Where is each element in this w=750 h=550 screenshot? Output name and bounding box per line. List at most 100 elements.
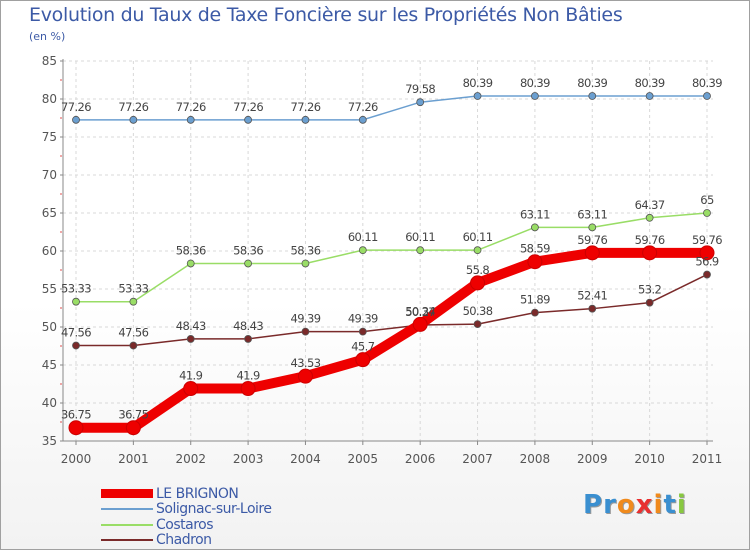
data-point-costaros bbox=[244, 259, 252, 268]
data-point-chadron bbox=[72, 341, 80, 350]
legend-item-solignac-sur-loire: Solignac-sur-Loire bbox=[101, 501, 272, 518]
logo-letter: o bbox=[616, 490, 636, 520]
axes: 35 40 45 50 55 60 65 70 75 80 85 2000 2001 2002 2003 20… bbox=[42, 54, 723, 466]
x-tick-label: 2002 bbox=[175, 452, 206, 466]
chart-title: Evolution du Taux de Taxe Foncière sur l… bbox=[29, 4, 623, 26]
legend-label: Solignac-sur-Loire bbox=[156, 501, 272, 518]
x-tick-label: 2000 bbox=[61, 452, 92, 466]
y-tick-label: 75 bbox=[42, 130, 57, 144]
data-point-chadron bbox=[703, 270, 711, 279]
x-tick-label: 2011 bbox=[692, 452, 723, 466]
data-label-costaros: 63.11 bbox=[520, 207, 550, 221]
data-point-solignac-sur-loire bbox=[186, 115, 195, 124]
y-tick-label: 50 bbox=[42, 320, 57, 334]
data-point-solignac-sur-loire bbox=[703, 92, 711, 100]
data-point-costaros bbox=[588, 223, 597, 232]
legend-label: LE BRIGNON bbox=[156, 485, 239, 502]
legend-swatch-le-brignon bbox=[101, 489, 153, 499]
data-point-costaros bbox=[301, 259, 310, 268]
x-tick-label: 2003 bbox=[233, 452, 264, 466]
logo-letter: P bbox=[583, 490, 604, 520]
data-point-chadron bbox=[129, 341, 138, 350]
data-label-costaros: 63.11 bbox=[577, 207, 607, 221]
y-tick-label: 40 bbox=[42, 396, 57, 410]
x-tick-label: 2005 bbox=[348, 452, 379, 466]
data-point-chadron bbox=[358, 327, 367, 336]
data-label-le-brignon: 36.75 bbox=[61, 408, 91, 422]
x-tick-label: 2008 bbox=[520, 452, 551, 466]
data-label-costaros: 64.37 bbox=[635, 198, 665, 212]
data-point-le-brignon bbox=[642, 245, 658, 261]
data-point-chadron bbox=[186, 335, 195, 343]
data-point-le-brignon bbox=[297, 368, 313, 384]
data-point-chadron bbox=[588, 304, 597, 313]
data-label-solignac-sur-loire: 77.26 bbox=[348, 100, 378, 114]
y-tick-label: 80 bbox=[42, 92, 57, 106]
legend-swatch-solignac bbox=[101, 508, 153, 511]
y-tick-label: 85 bbox=[42, 54, 57, 68]
data-point-solignac-sur-loire bbox=[645, 92, 654, 100]
data-point-solignac-sur-loire bbox=[301, 115, 310, 124]
data-point-solignac-sur-loire bbox=[244, 115, 252, 124]
data-label-le-brignon: 43.53 bbox=[290, 356, 320, 370]
data-label-costaros: 60.11 bbox=[348, 230, 378, 244]
data-label-chadron: 53.2 bbox=[638, 283, 661, 297]
data-point-costaros bbox=[358, 246, 367, 255]
data-point-le-brignon bbox=[68, 420, 84, 436]
x-tick-label: 2007 bbox=[462, 452, 493, 466]
x-tick-label: 2009 bbox=[577, 452, 608, 466]
legend-label: Costaros bbox=[156, 516, 214, 533]
logo-letter: r bbox=[603, 490, 617, 520]
y-tick-label: 55 bbox=[42, 282, 57, 296]
data-point-costaros bbox=[72, 297, 80, 306]
legend-label: Chadron bbox=[156, 532, 212, 549]
legend-item-le-brignon: LE BRIGNON bbox=[101, 486, 271, 502]
data-point-solignac-sur-loire bbox=[473, 92, 482, 100]
data-label-costaros: 60.11 bbox=[405, 230, 435, 244]
data-label-costaros: 53.33 bbox=[61, 282, 91, 296]
data-label-le-brignon: 41.9 bbox=[236, 369, 259, 383]
data-label-solignac-sur-loire: 80.39 bbox=[520, 76, 550, 90]
logo-letter: t bbox=[663, 490, 677, 520]
data-point-le-brignon bbox=[355, 352, 371, 368]
data-label-solignac-sur-loire: 77.26 bbox=[233, 100, 263, 114]
proxiti-logo: Proxiti bbox=[583, 490, 687, 520]
legend: LE BRIGNON Solignac-sur-Loire Costaros C… bbox=[101, 486, 272, 549]
data-point-chadron bbox=[244, 335, 252, 343]
data-label-le-brignon: 59.76 bbox=[635, 233, 665, 247]
data-label-solignac-sur-loire: 79.58 bbox=[405, 82, 435, 96]
data-label-solignac-sur-loire: 80.39 bbox=[635, 76, 665, 90]
data-label-le-brignon: 41.9 bbox=[179, 369, 202, 383]
data-label-chadron: 51.89 bbox=[520, 293, 550, 307]
chart-subtitle: (en %) bbox=[29, 30, 66, 43]
data-label-costaros: 58.36 bbox=[176, 243, 206, 257]
data-labels: 36.75 36.75 41.9 41.9 43.53 45.7 50.34 55.8 58.5… bbox=[61, 76, 723, 422]
x-tick-label: 2004 bbox=[290, 452, 321, 466]
legend-swatch-chadron bbox=[101, 539, 153, 542]
x-tick-label: 2010 bbox=[634, 452, 665, 466]
legend-item-costaros: Costaros bbox=[101, 517, 271, 533]
data-label-le-brignon: 55.8 bbox=[466, 263, 489, 277]
data-label-solignac-sur-loire: 80.39 bbox=[463, 76, 493, 90]
data-point-chadron bbox=[473, 320, 482, 329]
data-point-costaros bbox=[129, 297, 138, 306]
data-label-costaros: 53.33 bbox=[118, 282, 148, 296]
data-label-solignac-sur-loire: 80.39 bbox=[577, 76, 607, 90]
data-point-costaros bbox=[473, 246, 482, 255]
data-label-le-brignon: 59.76 bbox=[577, 233, 607, 247]
data-point-chadron bbox=[301, 327, 310, 336]
data-label-chadron: 50.27 bbox=[405, 305, 435, 319]
data-point-costaros bbox=[186, 259, 195, 268]
data-label-chadron: 50.38 bbox=[463, 304, 493, 318]
y-tick-label: 45 bbox=[42, 358, 57, 372]
data-label-le-brignon: 58.59 bbox=[520, 242, 550, 256]
series-line-solignac-sur-loire bbox=[75, 95, 708, 121]
data-label-solignac-sur-loire: 77.26 bbox=[118, 100, 148, 114]
series-line-costaros bbox=[75, 212, 708, 303]
data-point-solignac-sur-loire bbox=[129, 115, 138, 124]
series-layer bbox=[68, 92, 715, 436]
data-point-solignac-sur-loire bbox=[588, 92, 597, 100]
data-label-costaros: 58.36 bbox=[233, 243, 263, 257]
y-tick-label: 35 bbox=[42, 434, 57, 448]
